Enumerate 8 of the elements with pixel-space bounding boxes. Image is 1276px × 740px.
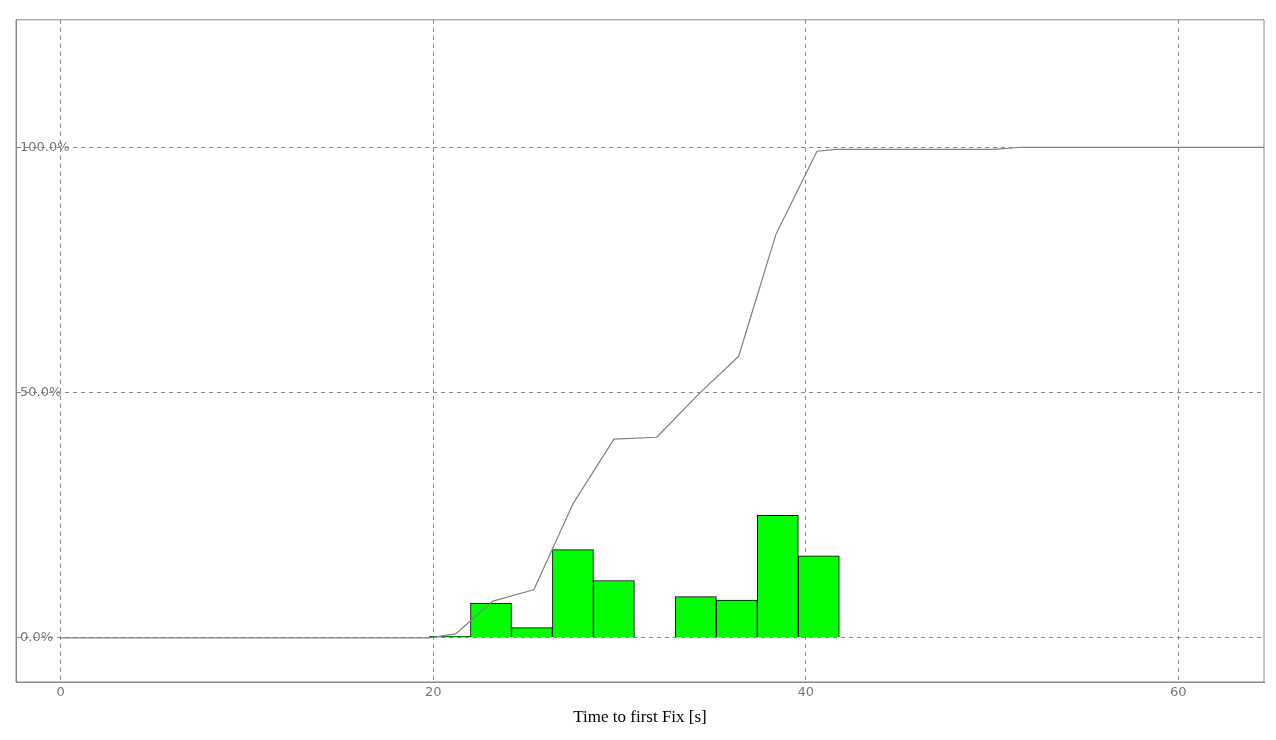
x-tick-label: 0 xyxy=(56,684,65,700)
y-tick-label: 0.0% xyxy=(20,629,54,645)
y-tick-label: 100.0% xyxy=(20,138,70,154)
x-tick-label: 40 xyxy=(797,684,815,700)
y-tick-label: 50.0% xyxy=(20,383,62,399)
x-tick-label: 60 xyxy=(1170,684,1187,700)
x-axis-title: Time to first Fix [s] xyxy=(573,707,707,727)
x-tick-label: 20 xyxy=(424,684,442,700)
